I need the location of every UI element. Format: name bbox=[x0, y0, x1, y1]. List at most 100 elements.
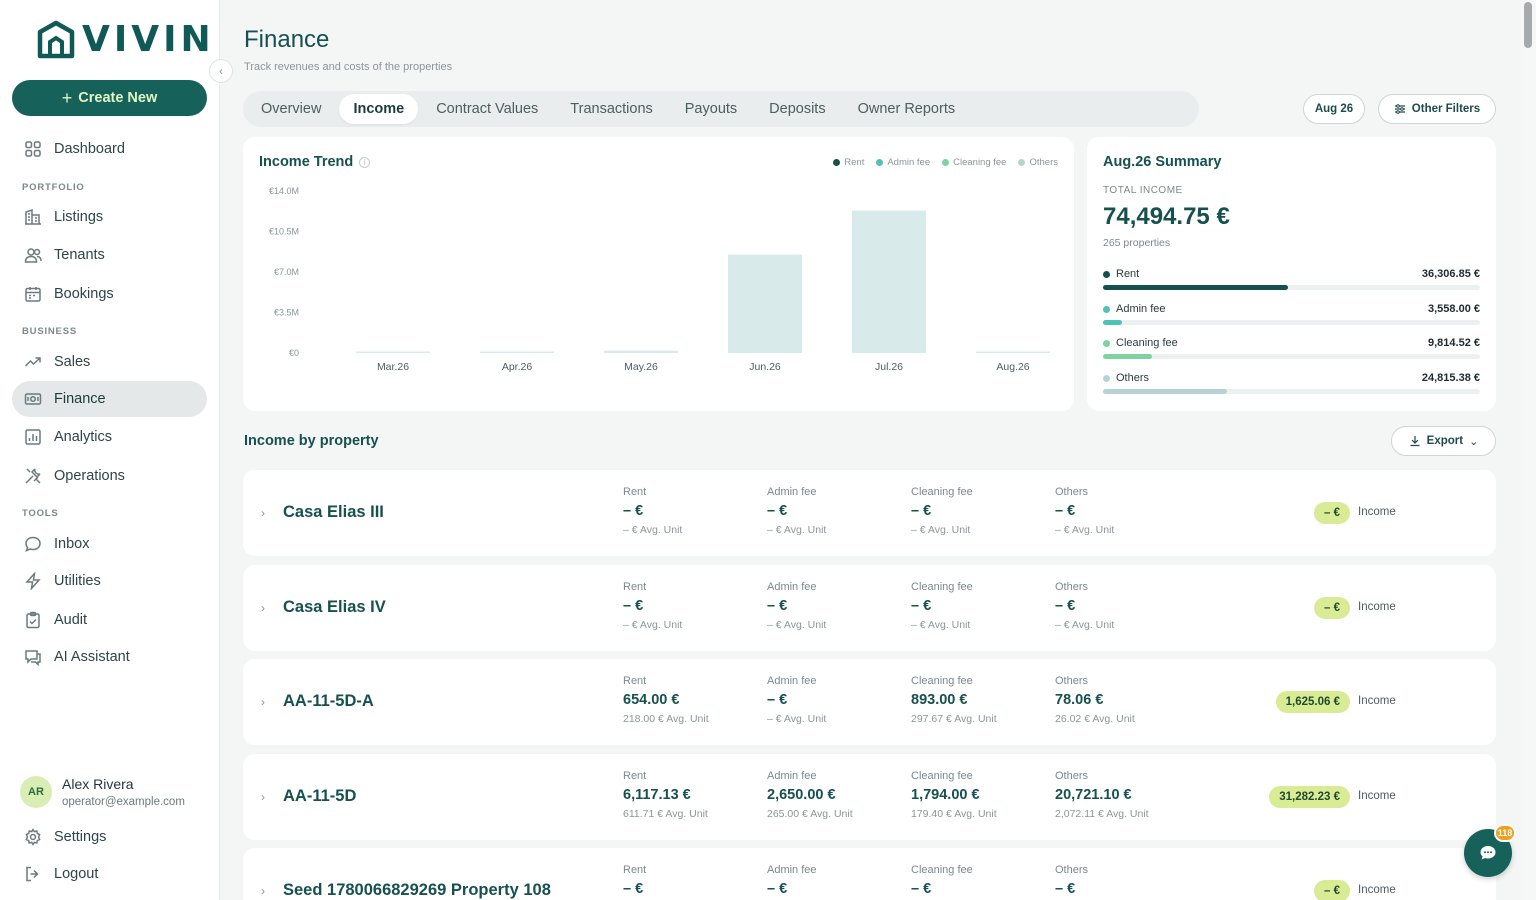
sidebar-item-label: Dashboard bbox=[54, 141, 125, 157]
tab-overview[interactable]: Overview bbox=[261, 101, 322, 117]
logout-link[interactable]: Logout bbox=[12, 856, 207, 892]
page-title: Finance bbox=[244, 26, 330, 53]
metric-cell: Others – € – € Avg. Unit bbox=[1055, 581, 1195, 631]
metric-label: Cleaning fee bbox=[911, 580, 973, 593]
tab-income[interactable]: Income bbox=[339, 94, 419, 124]
chevron-right-icon[interactable]: › bbox=[261, 600, 265, 615]
property-row[interactable]: › Casa Elias IV Rent – € – € Avg. Unit Admin … bbox=[243, 564, 1496, 651]
chart-bar[interactable] bbox=[356, 351, 430, 354]
plus-icon: + bbox=[61, 87, 73, 108]
chevron-down-icon: ⌄ bbox=[1469, 435, 1479, 448]
section-tools: TOOLS bbox=[22, 508, 59, 519]
metric-value: – € bbox=[767, 881, 788, 897]
user-profile[interactable]: AR Alex Rivera operator@example.com bbox=[20, 776, 185, 808]
sidebar-item-analytics[interactable]: Analytics bbox=[12, 419, 207, 455]
chart-title: Income Trend bbox=[259, 154, 354, 170]
metric-cell: Cleaning fee 1,794.00 € 179.40 € Avg. Unit bbox=[911, 770, 1051, 820]
summary-label-text: Cleaning fee bbox=[1116, 337, 1178, 349]
chart-bar[interactable] bbox=[728, 254, 802, 353]
tab-contract-values[interactable]: Contract Values bbox=[436, 101, 539, 117]
metric-label: Admin fee bbox=[767, 580, 817, 593]
sidebar-item-inbox[interactable]: Inbox bbox=[12, 526, 207, 562]
sidebar-item-dashboard[interactable]: Dashboard bbox=[12, 131, 207, 167]
collapse-sidebar-button[interactable]: ‹ bbox=[209, 59, 233, 83]
x-tick-label: Aug.26 bbox=[996, 361, 1029, 373]
section-portfolio: PORTFOLIO bbox=[22, 182, 85, 193]
create-new-button[interactable]: + Create New bbox=[12, 80, 207, 116]
metric-cell: Admin fee 2,650.00 € 265.00 € Avg. Unit bbox=[767, 770, 907, 820]
property-row[interactable]: › AA-11-5D Rent 6,117.13 € 611.71 € Avg. Uni… bbox=[243, 753, 1496, 840]
logo[interactable]: VIVIN bbox=[36, 20, 215, 60]
income-total-badge: 31,282.23 € bbox=[1269, 785, 1350, 808]
sidebar-item-ai-assistant[interactable]: AI Assistant bbox=[12, 639, 207, 675]
chart-bar[interactable] bbox=[852, 210, 926, 353]
summary-row: Rent 36,306.85 € bbox=[1103, 268, 1480, 290]
metric-label: Admin fee bbox=[767, 769, 817, 782]
property-row[interactable]: › Casa Elias III Rent – € – € Avg. Unit Admin… bbox=[243, 470, 1496, 556]
tab-transactions[interactable]: Transactions bbox=[570, 101, 653, 117]
summary-dot bbox=[1103, 374, 1110, 382]
summary-row: Admin fee 3,558.00 € bbox=[1103, 303, 1480, 325]
sidebar-item-label: Inbox bbox=[54, 536, 90, 552]
metric-cell: Others – € – € Avg. Unit bbox=[1055, 486, 1195, 536]
chevron-right-icon[interactable]: › bbox=[261, 506, 265, 520]
bolt-icon bbox=[25, 572, 41, 590]
chevron-right-icon[interactable]: › bbox=[261, 695, 265, 709]
metric-label: Admin fee bbox=[767, 486, 817, 498]
period-picker[interactable]: Aug 26 bbox=[1303, 94, 1365, 124]
metric-cell: Others 78.06 € 26.02 € Avg. Unit bbox=[1055, 675, 1195, 725]
legend-swatch-cleaning bbox=[942, 159, 950, 166]
summary-dot bbox=[1103, 305, 1110, 313]
sidebar-item-operations[interactable]: Operations bbox=[12, 458, 207, 494]
chart-bar[interactable] bbox=[976, 351, 1050, 354]
export-button[interactable]: Export ⌄ bbox=[1391, 426, 1496, 456]
metric-label: Others bbox=[1055, 580, 1089, 593]
property-row[interactable]: › Seed 1780066829269 Property 108 Rent – € A… bbox=[243, 848, 1496, 900]
export-label: Export bbox=[1426, 435, 1464, 447]
property-name: Casa Elias IV bbox=[283, 597, 386, 616]
total-income-value: 74,494.75 € bbox=[1103, 203, 1230, 230]
summary-row-label: Others bbox=[1103, 372, 1480, 384]
sidebar-item-label: Listings bbox=[54, 209, 104, 225]
scrollbar-track[interactable] bbox=[1521, 0, 1536, 900]
chat-bubble-icon bbox=[1480, 846, 1496, 860]
sidebar-item-bookings[interactable]: Bookings bbox=[12, 276, 207, 312]
other-filters-button[interactable]: Other Filters bbox=[1378, 94, 1496, 124]
sidebar-item-finance[interactable]: Finance bbox=[12, 381, 207, 417]
sidebar-item-audit[interactable]: Audit bbox=[12, 602, 207, 638]
tab-owner-reports[interactable]: Owner Reports bbox=[857, 101, 956, 117]
chart-bar[interactable] bbox=[604, 350, 678, 353]
tab-deposits[interactable]: Deposits bbox=[769, 101, 826, 117]
sidebar-item-sales[interactable]: Sales bbox=[12, 344, 207, 380]
chevron-right-icon[interactable]: › bbox=[261, 884, 265, 898]
summary-row-value: 24,815.38 € bbox=[1421, 372, 1480, 384]
sidebar-item-tenants[interactable]: Tenants bbox=[12, 237, 207, 273]
sidebar-item-label: Utilities bbox=[54, 573, 101, 589]
metric-avg-unit: – € Avg. Unit bbox=[767, 618, 827, 631]
x-tick-label: Mar.26 bbox=[377, 361, 409, 373]
chart-bar[interactable] bbox=[480, 351, 554, 354]
metric-avg-unit: 265.00 € Avg. Unit bbox=[767, 807, 853, 820]
summary-title: Aug.26 Summary bbox=[1103, 154, 1222, 170]
summary-row-label: Admin fee bbox=[1103, 303, 1480, 315]
tab-payouts[interactable]: Payouts bbox=[684, 101, 738, 117]
logout-label: Logout bbox=[54, 866, 99, 882]
summary-label-text: Others bbox=[1116, 372, 1150, 384]
chevron-right-icon[interactable]: › bbox=[261, 789, 265, 804]
sidebar: VIVIN + Create New Dashboard PORTFOLIO L… bbox=[0, 0, 220, 900]
users-icon bbox=[24, 248, 42, 263]
metric-label: Others bbox=[1055, 769, 1089, 782]
metric-cell: Rent – € – € Avg. Unit bbox=[623, 581, 763, 631]
sidebar-item-listings[interactable]: Listings bbox=[12, 199, 207, 235]
property-row[interactable]: › AA-11-5D-A Rent 654.00 € 218.00 € Avg. Uni… bbox=[243, 659, 1496, 745]
settings-link[interactable]: Settings bbox=[12, 819, 207, 855]
metric-label: Cleaning fee bbox=[911, 486, 973, 498]
metric-value: – € bbox=[767, 692, 788, 708]
scrollbar-thumb[interactable] bbox=[1524, 2, 1532, 48]
sidebar-item-utilities[interactable]: Utilities bbox=[12, 563, 207, 599]
sidebar-item-label: Bookings bbox=[54, 286, 114, 302]
info-icon[interactable]: i bbox=[359, 156, 371, 168]
income-total-badge: 1,625.06 € bbox=[1275, 691, 1350, 713]
unread-count-badge: 118 bbox=[1494, 824, 1516, 842]
summary-progress-track bbox=[1103, 389, 1480, 394]
